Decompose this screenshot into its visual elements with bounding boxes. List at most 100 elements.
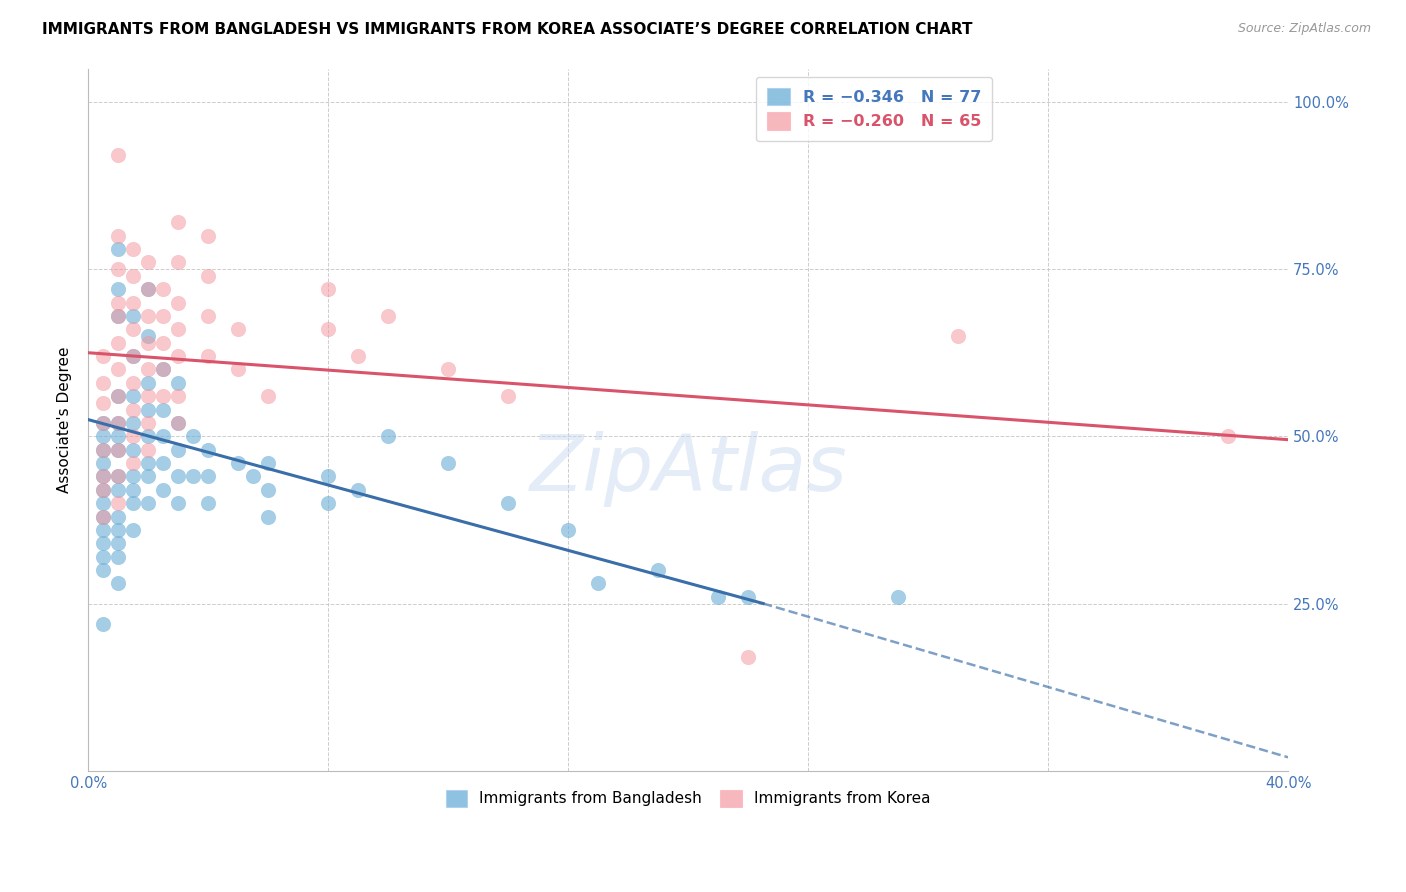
Point (122, 469, 145, 483)
Point (377, 309, 399, 323)
Point (91, 483, 114, 497)
Point (226, 456, 249, 470)
Point (91, 563, 114, 577)
Point (122, 456, 145, 470)
Point (647, 563, 669, 577)
Point (167, 496, 190, 510)
Point (107, 309, 129, 323)
Point (91, 616, 114, 631)
Point (107, 483, 129, 497)
Point (152, 456, 174, 470)
Point (316, 469, 339, 483)
Point (107, 442, 129, 457)
Point (887, 590, 910, 604)
Point (91, 416, 114, 430)
Point (136, 335, 159, 350)
Point (152, 309, 174, 323)
Point (197, 228, 219, 243)
Point (107, 362, 129, 376)
Point (122, 496, 145, 510)
Point (91, 469, 114, 483)
Point (91, 496, 114, 510)
Point (377, 429, 399, 443)
Point (152, 362, 174, 376)
Point (197, 268, 219, 283)
Y-axis label: Associate's Degree: Associate's Degree (58, 346, 72, 493)
Point (136, 402, 159, 417)
Point (737, 590, 759, 604)
Point (136, 442, 159, 457)
Point (107, 509, 129, 524)
Point (107, 148, 129, 162)
Legend: Immigrants from Bangladesh, Immigrants from Korea: Immigrants from Bangladesh, Immigrants f… (436, 780, 939, 815)
Point (197, 309, 219, 323)
Point (122, 442, 145, 457)
Point (242, 469, 264, 483)
Point (152, 362, 174, 376)
Point (91, 536, 114, 550)
Point (167, 416, 190, 430)
Point (107, 282, 129, 296)
Point (136, 496, 159, 510)
Point (316, 496, 339, 510)
Point (152, 402, 174, 417)
Point (167, 442, 190, 457)
Point (122, 523, 145, 537)
Point (122, 416, 145, 430)
Point (122, 429, 145, 443)
Point (167, 255, 190, 269)
Point (167, 416, 190, 430)
Point (167, 295, 190, 310)
Point (91, 442, 114, 457)
Point (437, 362, 460, 376)
Point (316, 282, 339, 296)
Point (152, 429, 174, 443)
Point (707, 590, 730, 604)
Point (91, 483, 114, 497)
Point (91, 456, 114, 470)
Point (136, 282, 159, 296)
Point (136, 329, 159, 343)
Point (136, 389, 159, 403)
Point (197, 349, 219, 363)
Text: Source: ZipAtlas.com: Source: ZipAtlas.com (1237, 22, 1371, 36)
Point (181, 429, 204, 443)
Point (107, 429, 129, 443)
Point (122, 349, 145, 363)
Point (91, 509, 114, 524)
Point (107, 416, 129, 430)
Point (316, 322, 339, 336)
Point (122, 389, 145, 403)
Point (496, 389, 519, 403)
Point (197, 469, 219, 483)
Point (107, 416, 129, 430)
Point (107, 335, 129, 350)
Point (91, 549, 114, 564)
Point (197, 442, 219, 457)
Point (91, 509, 114, 524)
Point (152, 282, 174, 296)
Point (586, 576, 609, 591)
Point (257, 456, 280, 470)
Point (107, 242, 129, 256)
Point (1216, 429, 1239, 443)
Point (107, 536, 129, 550)
Point (136, 469, 159, 483)
Point (347, 483, 370, 497)
Point (107, 523, 129, 537)
Point (122, 402, 145, 417)
Point (197, 496, 219, 510)
Point (226, 362, 249, 376)
Point (122, 322, 145, 336)
Point (122, 242, 145, 256)
Point (136, 362, 159, 376)
Point (152, 335, 174, 350)
Point (167, 469, 190, 483)
Point (136, 429, 159, 443)
Point (107, 469, 129, 483)
Point (167, 349, 190, 363)
Point (167, 376, 190, 390)
Point (107, 309, 129, 323)
Point (437, 456, 460, 470)
Point (91, 523, 114, 537)
